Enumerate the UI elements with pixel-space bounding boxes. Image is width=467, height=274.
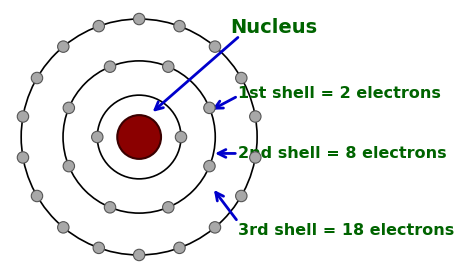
- Circle shape: [93, 21, 105, 32]
- Circle shape: [117, 115, 161, 159]
- Circle shape: [63, 102, 75, 114]
- Circle shape: [250, 111, 261, 122]
- Circle shape: [174, 242, 185, 253]
- Circle shape: [17, 152, 28, 163]
- Circle shape: [163, 202, 174, 213]
- Text: 1st shell = 2 electrons: 1st shell = 2 electrons: [238, 86, 441, 101]
- Circle shape: [104, 61, 116, 72]
- Circle shape: [209, 41, 221, 52]
- Circle shape: [104, 202, 116, 213]
- Circle shape: [163, 61, 174, 72]
- Circle shape: [31, 190, 42, 202]
- Circle shape: [134, 249, 145, 261]
- Text: Nucleus: Nucleus: [231, 18, 318, 37]
- Circle shape: [236, 72, 247, 84]
- Circle shape: [204, 102, 215, 114]
- Circle shape: [93, 242, 105, 253]
- Circle shape: [63, 160, 75, 172]
- Circle shape: [209, 222, 221, 233]
- Text: 3rd shell = 18 electrons: 3rd shell = 18 electrons: [238, 223, 454, 238]
- Circle shape: [250, 152, 261, 163]
- Circle shape: [174, 21, 185, 32]
- Circle shape: [31, 72, 42, 84]
- Circle shape: [57, 222, 69, 233]
- Circle shape: [175, 131, 187, 143]
- Text: 2nd shell = 8 electrons: 2nd shell = 8 electrons: [238, 146, 447, 161]
- Circle shape: [134, 13, 145, 25]
- Circle shape: [236, 190, 247, 202]
- Circle shape: [17, 111, 28, 122]
- Circle shape: [57, 41, 69, 52]
- Circle shape: [204, 160, 215, 172]
- Circle shape: [92, 131, 103, 143]
